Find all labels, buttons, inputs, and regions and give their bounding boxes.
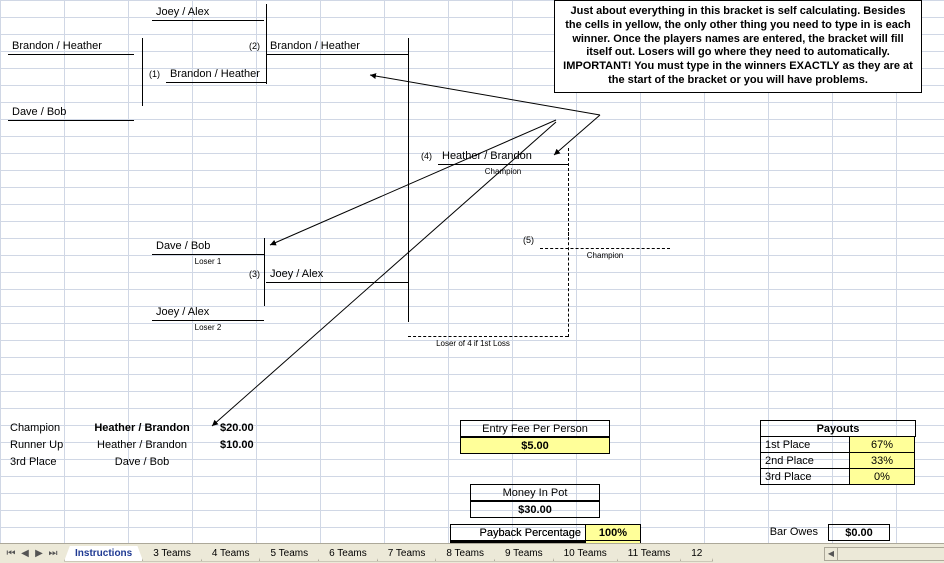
sheet-tab[interactable]: 8 Teams (435, 546, 495, 562)
label-champion2: Champion (540, 247, 670, 264)
payouts-1-label: 1st Place (760, 436, 850, 453)
cell-seed1-bot: Dave / Bob (8, 104, 134, 121)
line-loser4-v (568, 232, 577, 337)
label-entry-fee: Entry Fee Per Person (460, 420, 610, 437)
sheet-tabs: Instructions3 Teams4 Teams5 Teams6 Teams… (64, 546, 712, 562)
cell-champion-pay: $20.00 (216, 420, 274, 437)
sheet-tab[interactable]: 9 Teams (494, 546, 554, 562)
hscroll-track[interactable] (838, 547, 944, 561)
sheet-tab[interactable]: 12 (680, 546, 713, 562)
sheet-tab[interactable]: 10 Teams (553, 546, 618, 562)
tab-nav-last[interactable]: ⏭ (46, 547, 60, 561)
cell-bar-owes: $0.00 (828, 524, 890, 541)
cell-runner-name: Heather / Brandon (78, 437, 206, 454)
hscroll[interactable]: ◀ (824, 546, 944, 562)
sheet-tab-bar: ⏮ ◀ ▶ ⏭ Instructions3 Teams4 Teams5 Team… (0, 543, 944, 563)
payouts-2-label: 2nd Place (760, 452, 850, 469)
hscroll-left[interactable]: ◀ (824, 547, 838, 561)
cell-runner-pay: $10.00 (216, 437, 274, 454)
sheet-tab[interactable]: 6 Teams (318, 546, 378, 562)
sheet-tab[interactable]: 7 Teams (377, 546, 437, 562)
cell-seed2-top: Joey / Alex (152, 4, 264, 21)
payouts-3-val[interactable]: 0% (849, 468, 915, 485)
tab-nav-next[interactable]: ▶ (32, 547, 46, 561)
label-loser4: Loser of 4 if 1st Loss (408, 335, 538, 352)
payouts-header: Payouts (760, 420, 916, 437)
label-third: 3rd Place (6, 454, 76, 471)
label-n3: (3) (236, 266, 264, 283)
label-runner: Runner Up (6, 437, 76, 454)
tab-nav-prev[interactable]: ◀ (18, 547, 32, 561)
sheet-tab[interactable]: 4 Teams (201, 546, 261, 562)
label-champion-small: Champion (438, 163, 568, 180)
label-loser2: Loser 2 (152, 319, 264, 336)
label-pot: Money In Pot (470, 484, 600, 501)
label-n5: (5) (508, 232, 538, 249)
payouts-table: Payouts 1st Place 67% 2nd Place 33% 3rd … (760, 420, 916, 485)
cell-seed1-top: Brandon / Heather (8, 38, 134, 55)
label-payback2: Payback Percentage (450, 524, 586, 541)
cell-losers-winner: Joey / Alex (266, 266, 408, 283)
line-r2-join (266, 4, 275, 84)
tab-nav-first[interactable]: ⏮ (4, 547, 18, 561)
payouts-1-val[interactable]: 67% (849, 436, 915, 453)
instruction-callout: Just about everything in this bracket is… (554, 0, 922, 93)
label-n1: (1) (134, 66, 164, 83)
sheet-tab[interactable]: 5 Teams (259, 546, 319, 562)
line-final-join (408, 38, 417, 152)
line-if-loss-v (568, 148, 577, 236)
label-champion: Champion (6, 420, 76, 437)
tab-nav: ⏮ ◀ ▶ ⏭ (0, 547, 64, 561)
cell-third-name: Dave / Bob (78, 454, 206, 471)
label-bar-owes: Bar Owes (756, 524, 822, 541)
payouts-2-val[interactable]: 33% (849, 452, 915, 469)
sheet-tab[interactable]: 3 Teams (142, 546, 202, 562)
payouts-3-label: 3rd Place (760, 468, 850, 485)
sheet-tab[interactable]: 11 Teams (617, 546, 681, 562)
cell-r1-winner: Brandon / Heather (166, 66, 266, 83)
label-n2: (2) (234, 38, 264, 55)
cell-pot: $30.00 (470, 501, 600, 518)
spreadsheet-content: Joey / Alex Brandon / Heather (2) Brando… (0, 0, 944, 563)
line-losers-to-final (408, 152, 417, 322)
cell-champion-name: Heather / Brandon (78, 420, 206, 437)
cell-entry-fee[interactable]: $5.00 (460, 437, 610, 454)
cell-payback2[interactable]: 100% (585, 524, 641, 541)
sheet-tab[interactable]: Instructions (64, 546, 143, 562)
cell-r2-top: Brandon / Heather (266, 38, 408, 55)
